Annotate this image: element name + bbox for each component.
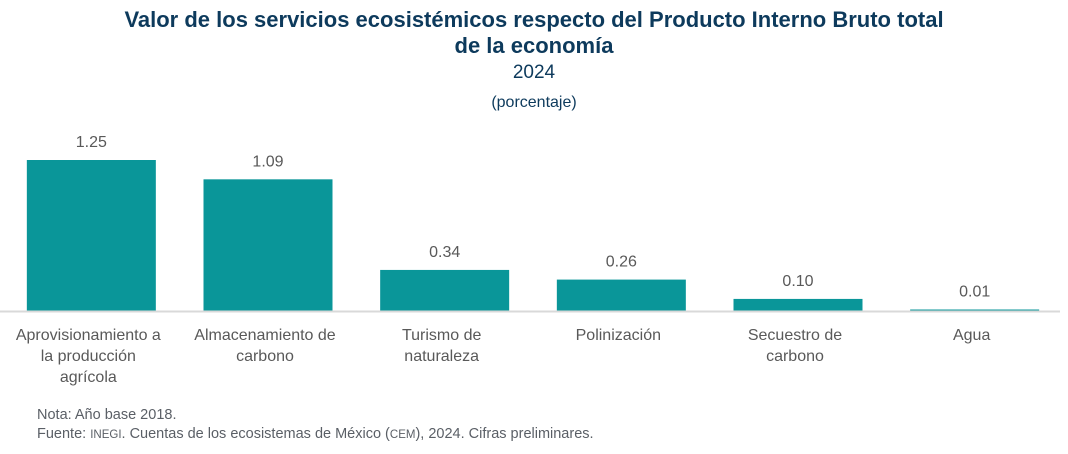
category-label-1-line-3: agrícola (60, 369, 117, 386)
source-suffix: ), 2024. Cifras preliminares. (415, 426, 594, 442)
category-label-1-line-2: la producción (41, 348, 136, 365)
category-label-2-line-1: Almacenamiento de (194, 327, 336, 344)
bar-4 (556, 279, 686, 311)
category-label-4-line-1: Polinización (576, 327, 661, 344)
source-org: INEGI (90, 429, 122, 441)
data-label-5: 0.10 (782, 273, 813, 290)
data-label-4: 0.26 (606, 254, 637, 271)
source-prefix: Fuente: (37, 426, 91, 442)
source-text: Fuente: INEGI. Cuentas de los ecosistema… (37, 425, 594, 444)
bar-2 (203, 179, 333, 311)
category-label-5-line-1: Secuestro de (748, 327, 842, 344)
note-text: Nota: Año base 2018. (37, 407, 177, 423)
chart-title-line-1: Valor de los servicios ecosistémicos res… (124, 7, 944, 32)
bar-3 (380, 269, 510, 311)
data-label-6: 0.01 (959, 284, 990, 301)
bar-6 (910, 309, 1040, 311)
data-label-2: 1.09 (252, 153, 283, 170)
category-label-5-line-2: carbono (766, 348, 824, 365)
chart-units: (porcentaje) (491, 94, 577, 111)
category-label-3-line-2: naturaleza (404, 348, 479, 365)
category-label-6-line-1: Agua (953, 327, 990, 344)
chart-title-line-2: de la economía (454, 33, 614, 58)
source-abbr: CEM (389, 429, 416, 441)
bar-5 (733, 298, 863, 311)
category-label-3-line-1: Turismo de (402, 327, 482, 344)
bar-chart: 1.25 Aprovisionamiento a la producción agrí… (0, 134, 1060, 386)
category-label-1-line-1: Aprovisionamiento a (16, 327, 161, 344)
data-label-3: 0.34 (429, 244, 460, 261)
chart-subtitle-year: 2024 (512, 62, 556, 83)
data-label-1: 1.25 (76, 134, 107, 151)
source-mid: . Cuentas de los ecosistemas de México ( (121, 426, 390, 442)
bar-1 (26, 160, 156, 311)
category-label-2-line-2: carbono (236, 348, 294, 365)
